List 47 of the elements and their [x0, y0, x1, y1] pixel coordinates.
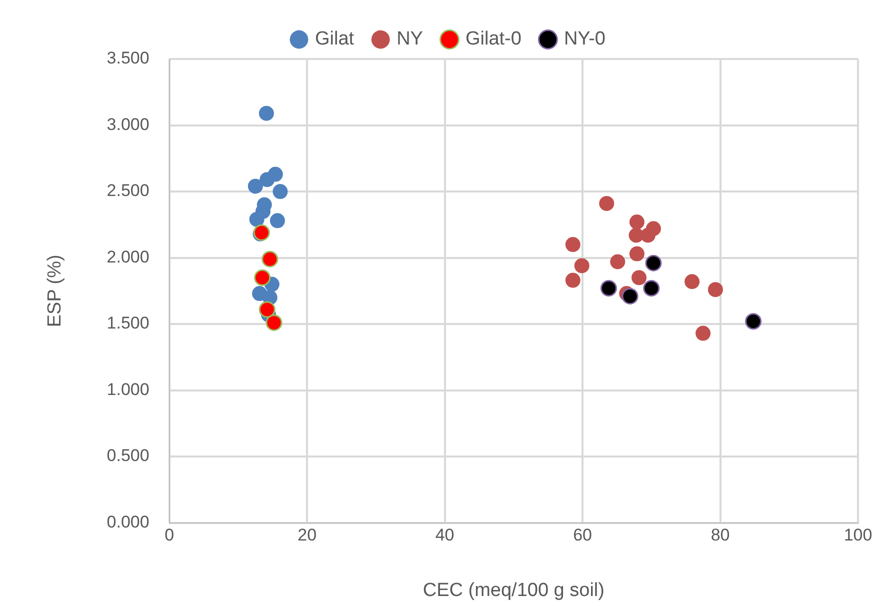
point [262, 250, 278, 268]
y-tick-label: 2.500 [106, 181, 150, 200]
point [645, 254, 662, 272]
point [260, 172, 275, 188]
y-tick-label: 0.000 [106, 512, 150, 532]
y-tick-label: 1.000 [106, 380, 150, 399]
point [610, 254, 626, 270]
point [574, 258, 590, 274]
x-tick-label: 60 [573, 526, 592, 545]
point [254, 269, 271, 286]
x-tick-label: 100 [844, 526, 872, 545]
y-tick-label: 3.000 [106, 114, 150, 134]
point [599, 196, 614, 211]
point [248, 178, 263, 194]
point [628, 228, 644, 243]
point [565, 237, 580, 252]
legend-label: Gilat-0 [465, 28, 522, 50]
point [270, 213, 285, 228]
point [600, 280, 617, 296]
point [745, 313, 762, 330]
point [258, 106, 274, 121]
point [565, 272, 580, 288]
legend-label: NY-0 [564, 28, 606, 50]
point [629, 246, 644, 262]
x-tick-label: 40 [435, 526, 454, 545]
x-tick-label: 0 [164, 526, 174, 545]
point [258, 301, 276, 318]
x-tick-label: 80 [710, 526, 730, 545]
point [632, 270, 647, 286]
y-tick-label: 0.500 [106, 446, 150, 466]
x-tick-label: 20 [298, 526, 317, 545]
point [272, 184, 288, 200]
y-tick-label: 3.500 [106, 48, 150, 68]
point [696, 326, 711, 341]
point [684, 274, 700, 290]
y-tick-label: 1.500 [106, 314, 150, 333]
legend-label: Gilat [315, 28, 355, 50]
point [629, 214, 644, 230]
legend-label: NY [396, 28, 424, 50]
point [622, 288, 638, 304]
point [643, 280, 660, 296]
point [266, 314, 282, 331]
point [708, 282, 723, 298]
x-axis-title: CEC (meq/100 g soil) [422, 580, 604, 601]
y-tick-label: 2.000 [106, 247, 150, 266]
point [249, 212, 264, 227]
y-axis-title: ESP (%) [44, 254, 66, 328]
